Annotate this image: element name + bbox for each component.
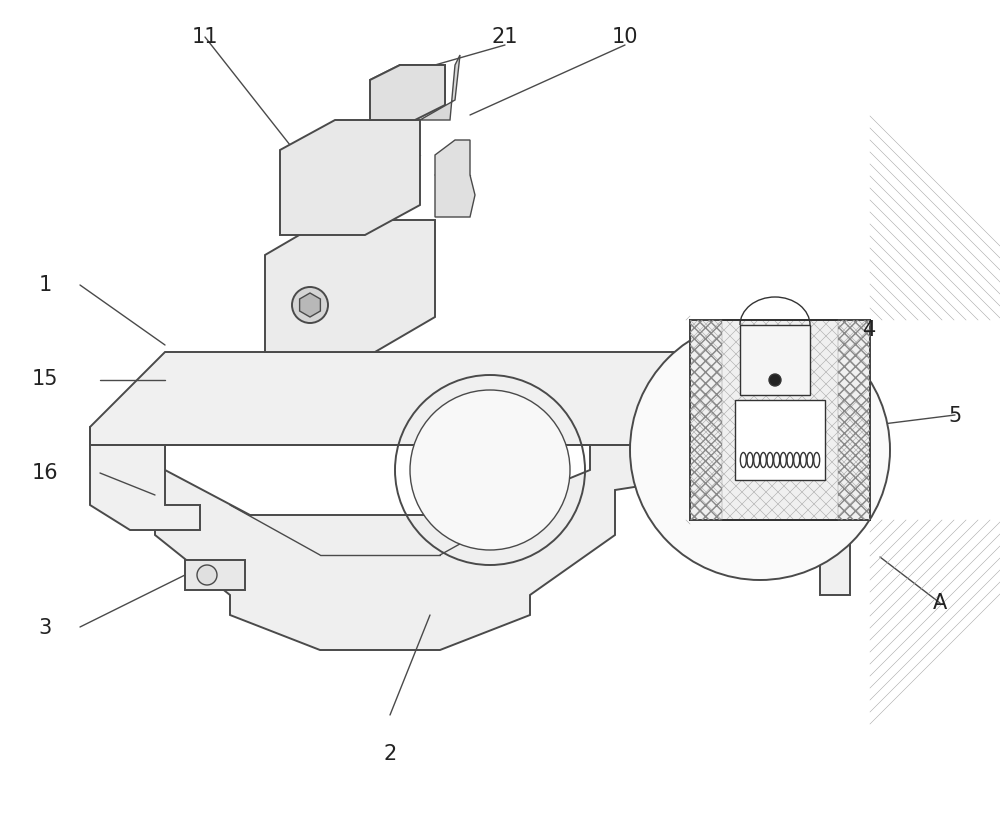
Text: 2: 2 <box>383 744 397 764</box>
Text: 3: 3 <box>38 618 52 637</box>
Text: 21: 21 <box>492 27 518 46</box>
Text: 4: 4 <box>863 320 877 340</box>
Circle shape <box>769 374 781 386</box>
Bar <box>690 320 870 520</box>
Polygon shape <box>90 445 775 650</box>
Polygon shape <box>185 560 245 590</box>
Text: 5: 5 <box>948 406 962 425</box>
Text: 11: 11 <box>192 27 218 46</box>
Circle shape <box>410 390 570 550</box>
Circle shape <box>630 320 890 580</box>
Polygon shape <box>435 140 475 217</box>
Bar <box>690 320 870 520</box>
Circle shape <box>292 287 328 323</box>
Circle shape <box>197 565 217 585</box>
Polygon shape <box>820 370 850 445</box>
Polygon shape <box>370 65 445 120</box>
Polygon shape <box>265 220 435 352</box>
Bar <box>735 400 825 480</box>
Bar <box>740 325 810 395</box>
Text: 10: 10 <box>612 27 638 46</box>
Bar <box>690 320 722 520</box>
Bar <box>838 320 870 520</box>
Polygon shape <box>90 445 200 530</box>
Polygon shape <box>90 352 850 445</box>
Text: A: A <box>933 593 947 613</box>
Polygon shape <box>280 120 420 235</box>
Polygon shape <box>820 352 850 595</box>
Polygon shape <box>420 55 460 120</box>
Text: 15: 15 <box>32 369 58 389</box>
Text: 16: 16 <box>32 463 58 482</box>
Text: 1: 1 <box>38 275 52 295</box>
